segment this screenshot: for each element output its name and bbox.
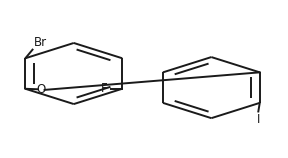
Text: Br: Br — [34, 36, 47, 49]
Text: F: F — [101, 82, 108, 95]
Text: I: I — [257, 113, 260, 126]
Text: O: O — [37, 83, 46, 96]
